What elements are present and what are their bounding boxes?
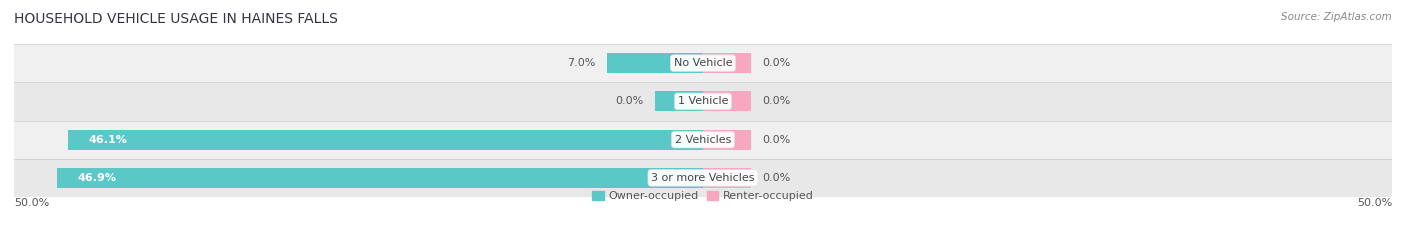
- Text: 7.0%: 7.0%: [567, 58, 596, 68]
- Text: 50.0%: 50.0%: [1357, 198, 1392, 208]
- Text: 46.9%: 46.9%: [77, 173, 117, 183]
- Bar: [14, 82, 1392, 121]
- Bar: [14, 44, 1392, 82]
- Text: 50.0%: 50.0%: [14, 198, 49, 208]
- Bar: [606, 53, 703, 73]
- Text: 0.0%: 0.0%: [762, 96, 790, 106]
- Text: HOUSEHOLD VEHICLE USAGE IN HAINES FALLS: HOUSEHOLD VEHICLE USAGE IN HAINES FALLS: [14, 12, 337, 26]
- Text: 2 Vehicles: 2 Vehicles: [675, 135, 731, 145]
- Legend: Owner-occupied, Renter-occupied: Owner-occupied, Renter-occupied: [588, 186, 818, 206]
- Bar: [67, 130, 703, 150]
- Bar: [56, 168, 703, 188]
- Text: 0.0%: 0.0%: [762, 58, 790, 68]
- Bar: [703, 53, 751, 73]
- Text: No Vehicle: No Vehicle: [673, 58, 733, 68]
- Bar: [14, 121, 1392, 159]
- Bar: [655, 91, 703, 111]
- Bar: [703, 130, 751, 150]
- Bar: [703, 168, 751, 188]
- Text: Source: ZipAtlas.com: Source: ZipAtlas.com: [1281, 12, 1392, 22]
- Text: 3 or more Vehicles: 3 or more Vehicles: [651, 173, 755, 183]
- Bar: [703, 91, 751, 111]
- Text: 0.0%: 0.0%: [616, 96, 644, 106]
- Text: 0.0%: 0.0%: [762, 173, 790, 183]
- Bar: [14, 159, 1392, 197]
- Text: 0.0%: 0.0%: [762, 135, 790, 145]
- Text: 46.1%: 46.1%: [89, 135, 128, 145]
- Text: 1 Vehicle: 1 Vehicle: [678, 96, 728, 106]
